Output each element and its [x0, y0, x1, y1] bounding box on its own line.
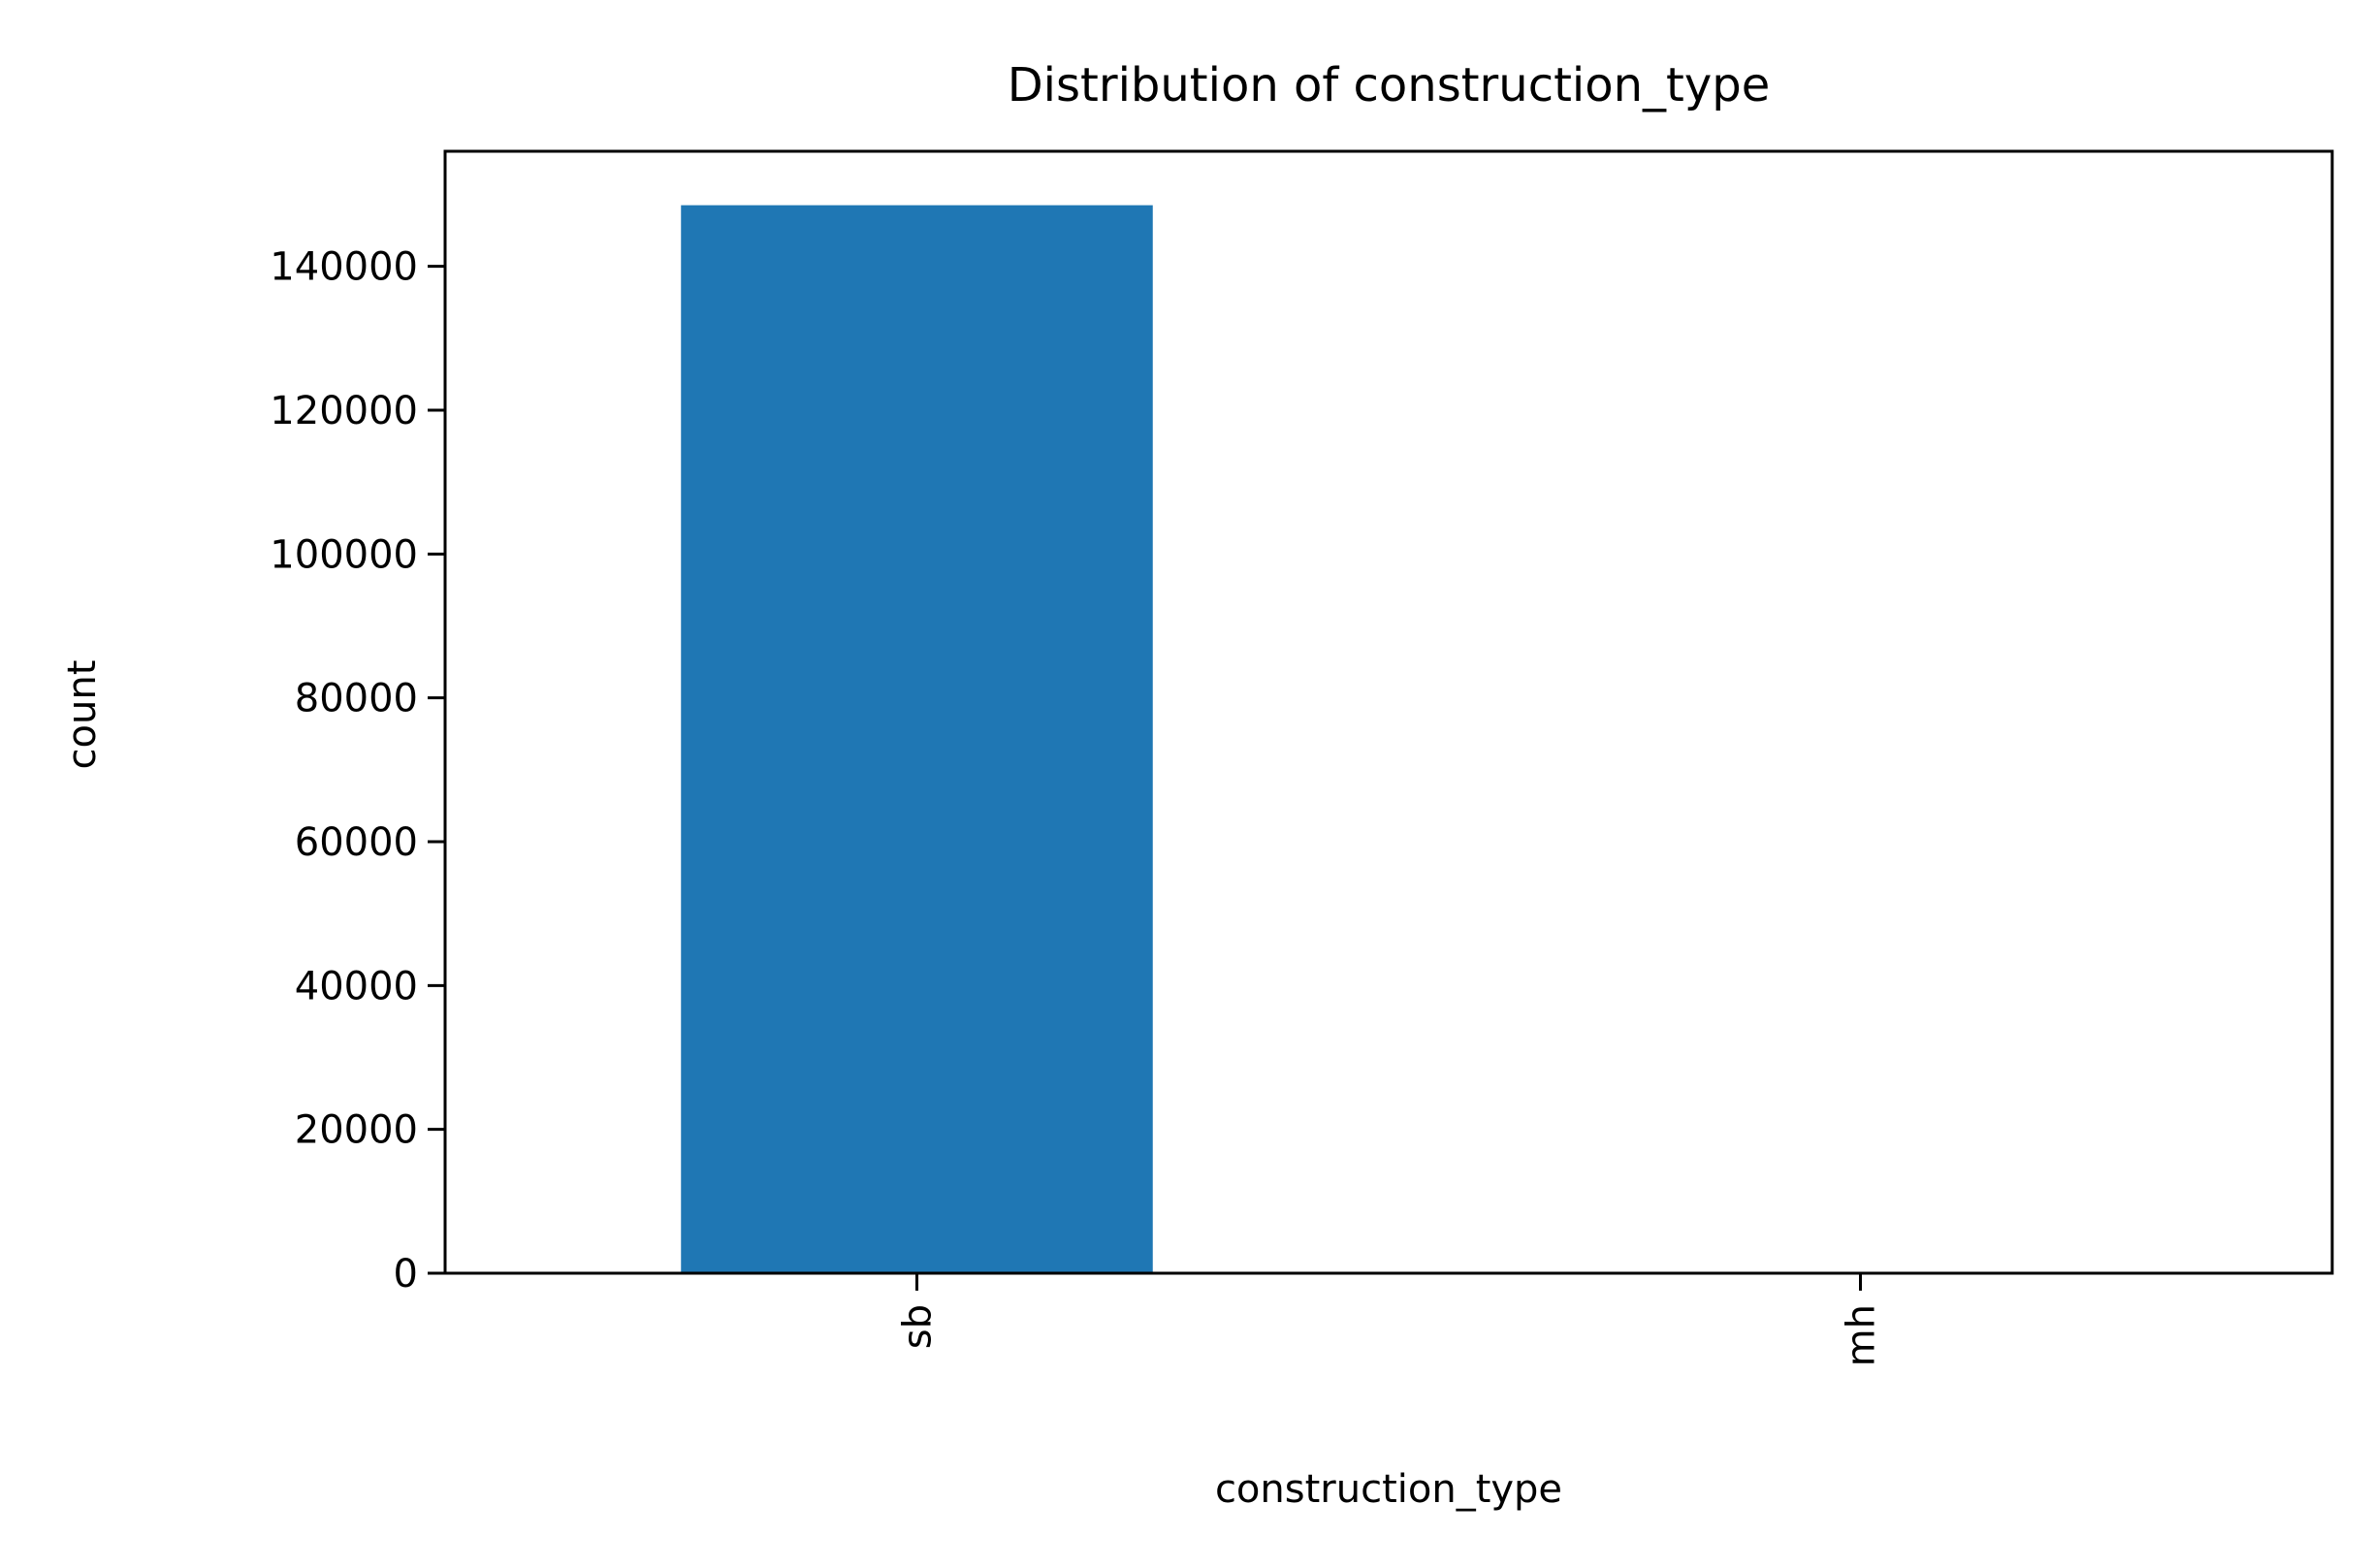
y-tick-label: 80000 [295, 677, 418, 721]
x-axis-label: construction_type [1215, 1467, 1562, 1512]
y-tick-label: 40000 [295, 964, 418, 1008]
y-axis-ticks: 0 20000 40000 60000 80000 100000 120000 140000 [270, 245, 445, 1296]
y-tick-label: 140000 [270, 245, 418, 290]
y-tick-label: 20000 [295, 1108, 418, 1153]
bars-group [681, 205, 2097, 1273]
y-axis-label: count [60, 660, 105, 770]
y-tick-label: 0 [394, 1252, 418, 1296]
x-tick-label: sb [896, 1304, 941, 1349]
chart-title: Distribution of construction_type [1008, 58, 1771, 112]
y-tick-label: 60000 [295, 820, 418, 865]
x-axis-ticks: sb mh [896, 1273, 1884, 1366]
x-tick-label: mh [1840, 1304, 1884, 1366]
bar-sb [681, 205, 1153, 1273]
plot-frame [443, 149, 2334, 1275]
y-tick-label: 120000 [270, 389, 418, 433]
y-tick-label: 100000 [270, 532, 418, 577]
